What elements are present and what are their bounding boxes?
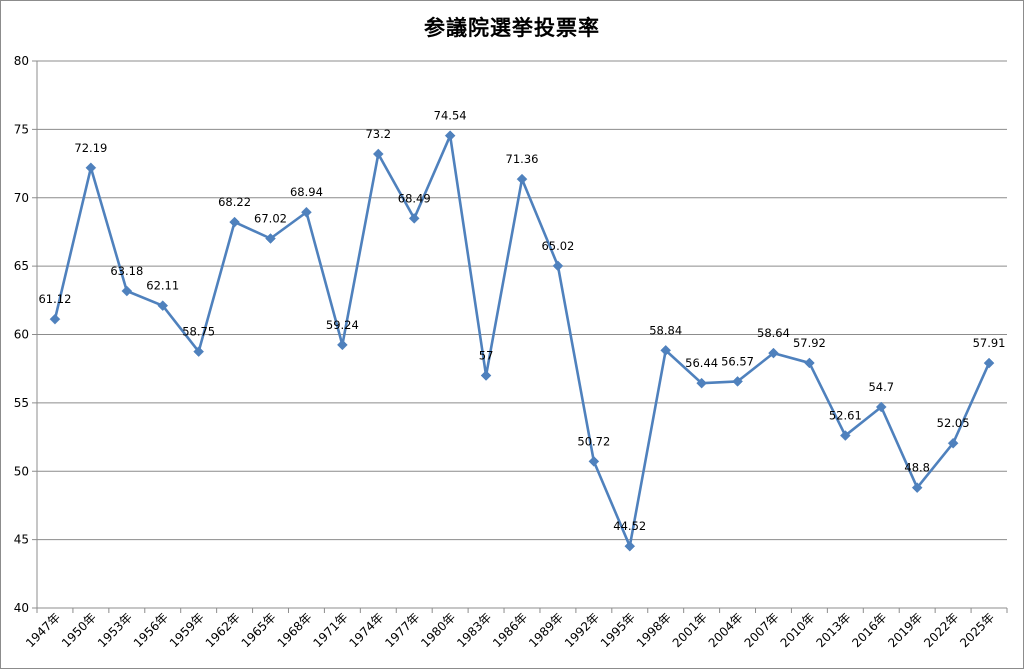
y-tick-label: 75 <box>14 122 29 136</box>
x-tick-label: 1965年 <box>239 610 279 650</box>
x-tick-label: 2001年 <box>670 610 710 650</box>
y-tick-label: 50 <box>14 464 29 478</box>
data-label: 48.8 <box>904 461 930 475</box>
data-point <box>301 206 312 218</box>
data-label: 65.02 <box>541 239 574 253</box>
data-point <box>193 346 205 357</box>
data-point <box>480 370 492 381</box>
data-label: 56.44 <box>685 356 718 370</box>
y-tick-label: 65 <box>14 259 29 273</box>
data-label: 56.57 <box>721 354 754 368</box>
data-label: 58.64 <box>757 326 790 340</box>
data-label: 68.49 <box>398 191 431 205</box>
data-point <box>624 540 636 552</box>
data-label: 62.11 <box>146 279 179 293</box>
data-label: 44.52 <box>613 519 646 533</box>
data-label: 72.19 <box>74 141 107 155</box>
data-point <box>408 213 420 224</box>
data-label: 68.22 <box>218 195 251 209</box>
x-tick-label: 2013年 <box>813 610 853 650</box>
x-tick-label: 2010年 <box>778 610 818 650</box>
data-label: 74.54 <box>434 109 467 123</box>
y-tick-labels: 40 45 50 55 60 65 70 75 80 <box>14 54 29 615</box>
data-point <box>875 401 887 413</box>
x-tick-label: 2019年 <box>885 610 925 650</box>
x-tick-label: 1998年 <box>634 610 674 650</box>
data-point <box>49 313 61 325</box>
x-tick-label: 1995年 <box>598 610 638 650</box>
series <box>49 130 995 552</box>
data-label: 59.24 <box>326 318 359 332</box>
data-point <box>804 357 815 369</box>
data-label: 58.75 <box>182 325 215 339</box>
y-tick-label: 70 <box>14 191 29 205</box>
x-tick-label: 1950年 <box>59 610 99 650</box>
data-label: 52.05 <box>937 416 970 430</box>
data-label: 54.7 <box>868 380 894 394</box>
data-point <box>337 339 348 351</box>
y-tick-label: 60 <box>14 328 29 342</box>
data-point <box>85 162 97 174</box>
data-point <box>983 357 995 369</box>
x-tick-label: 2022年 <box>921 610 961 650</box>
data-point <box>157 300 169 311</box>
data-point <box>444 130 456 142</box>
data-point <box>768 347 779 359</box>
x-tick-label: 1977年 <box>382 610 422 650</box>
x-tick-label: 1959年 <box>167 610 207 650</box>
data-point <box>265 233 276 244</box>
data-point <box>696 377 707 389</box>
data-label: 50.72 <box>577 434 610 448</box>
x-tick-label: 2025年 <box>957 610 997 650</box>
data-label: 63.18 <box>110 264 143 278</box>
data-point <box>372 148 384 160</box>
data-label: 61.12 <box>38 292 71 306</box>
y-tick-label: 40 <box>14 601 29 615</box>
x-tick-label: 1983年 <box>454 610 494 650</box>
x-tick-label: 1971年 <box>311 610 351 650</box>
data-label: 58.84 <box>649 323 682 337</box>
x-tick-label: 1962年 <box>203 610 243 650</box>
gridlines <box>37 60 1007 541</box>
series-line <box>53 134 991 548</box>
data-label: 57.91 <box>973 336 1006 350</box>
data-point <box>732 376 743 387</box>
chart-title: 参議院選挙投票率 <box>424 16 600 40</box>
x-tick-label: 1968年 <box>275 610 315 650</box>
x-tick-label: 1986年 <box>490 610 530 650</box>
data-point <box>588 456 600 467</box>
data-point <box>911 482 923 494</box>
x-tick-label: 2016年 <box>849 610 889 650</box>
y-tick-label: 45 <box>14 533 29 547</box>
x-tick-label: 1989年 <box>526 610 566 650</box>
x-tick-label: 1992年 <box>562 610 602 650</box>
data-label: 73.2 <box>365 127 391 141</box>
data-label: 68.94 <box>290 185 323 199</box>
data-label: 52.61 <box>829 409 862 423</box>
y-tick-label: 80 <box>14 54 29 68</box>
x-tick-label: 1956年 <box>131 610 171 650</box>
data-label: 57 <box>479 349 494 363</box>
data-label: 71.36 <box>506 152 539 166</box>
x-tick-labels: 1947年1950年1953年1956年1959年1962年1965年1968年… <box>23 610 997 650</box>
axes <box>32 60 1008 613</box>
x-tick-label: 1947年 <box>23 610 63 650</box>
x-tick-label: 1980年 <box>418 610 458 650</box>
data-point <box>121 285 133 297</box>
data-point <box>660 345 672 356</box>
x-tick-label: 1953年 <box>95 610 135 650</box>
x-tick-label: 2007年 <box>742 610 782 650</box>
data-point <box>947 437 959 449</box>
y-tick-label: 55 <box>14 396 29 410</box>
data-point <box>839 430 851 441</box>
x-tick-label: 1974年 <box>346 610 386 650</box>
data-point <box>516 173 528 185</box>
data-point <box>229 216 240 228</box>
data-label: 67.02 <box>254 212 287 226</box>
x-tick-label: 2004年 <box>706 610 746 650</box>
data-label: 57.92 <box>793 336 826 350</box>
data-point <box>552 260 564 272</box>
